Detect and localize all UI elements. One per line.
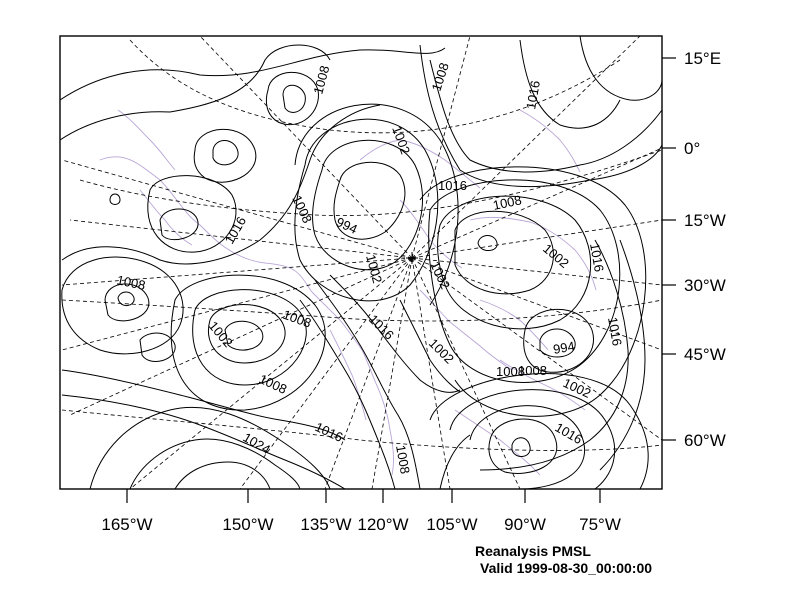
contour-label: 1002: [363, 253, 385, 285]
plot-frame: [59, 35, 663, 490]
graticule: [61, 36, 662, 489]
contour-label: 1008: [310, 64, 332, 96]
lon-tick-label: 90°W: [504, 515, 546, 534]
contour-label: 994: [552, 338, 576, 357]
bottom-axis-ticks: [126, 489, 601, 503]
lon-tick-label: 135°W: [300, 515, 351, 534]
right-axis-ticks: [662, 57, 676, 441]
contour-label: 1008: [115, 272, 146, 293]
right-axis-labels: 15°E 0° 15°W 30°W 45°W 60°W: [684, 49, 726, 450]
contour-label: 1008: [496, 364, 525, 379]
lat-tick-label: 60°W: [684, 431, 726, 450]
lon-tick-label: 105°W: [426, 515, 477, 534]
pole-marker: [406, 252, 418, 264]
contour-label: 1016: [605, 316, 625, 347]
contour-label: 1008: [518, 363, 547, 378]
lon-tick-label: 150°W: [222, 515, 273, 534]
isobar-contours: [60, 36, 662, 489]
valid-time-caption: Valid 1999-08-30_00:00:00: [480, 560, 653, 576]
lat-tick-label: 30°W: [684, 276, 726, 295]
bottom-axis-labels: 165°W 150°W 135°W 120°W 105°W 90°W 75°W: [101, 515, 620, 534]
contour-label: 1016: [587, 242, 607, 273]
lat-tick-label: 15°W: [684, 211, 726, 230]
lon-tick-label: 75°W: [579, 515, 621, 534]
contour-label: 1008: [492, 192, 523, 213]
lat-tick-label: 45°W: [684, 345, 726, 364]
contour-label: 1016: [523, 79, 543, 110]
product-caption: Reanalysis PMSL: [475, 543, 591, 559]
contour-label: 1016: [438, 178, 467, 193]
contour-label: 1008: [393, 444, 413, 475]
lon-tick-label: 120°W: [357, 515, 408, 534]
lon-tick-label: 165°W: [101, 515, 152, 534]
lat-tick-label: 15°E: [684, 49, 721, 68]
lat-tick-label: 0°: [684, 139, 700, 158]
